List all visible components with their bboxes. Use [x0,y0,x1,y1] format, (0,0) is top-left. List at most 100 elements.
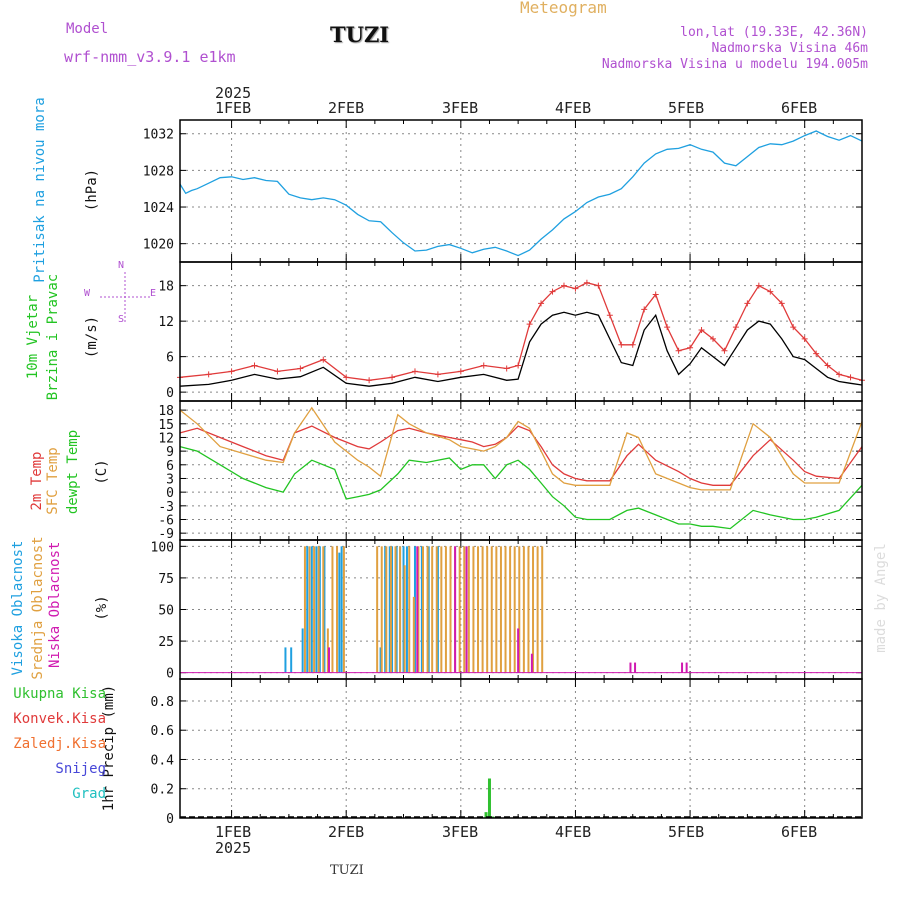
gust-marker [274,368,281,375]
y-tick-label: 0.8 [151,695,174,710]
bar [395,546,398,673]
low-cloud-ylabel: Niska Oblacnost [47,541,63,668]
gust-marker [847,374,854,381]
gust-marker [560,282,567,289]
compass-south: S [118,314,125,325]
station-elevation: Nadmorska Visina 46m [711,41,868,56]
temp-unit: (C) [94,459,110,485]
bar [326,628,329,673]
bar [449,546,452,673]
bar [405,546,408,673]
compass-north: N [118,260,125,271]
bar [435,546,438,673]
bar [391,546,394,673]
bar [495,546,498,673]
gust-marker [606,312,613,319]
y-tick-label: -9 [158,527,174,542]
panel-frame [179,261,863,402]
bar [467,546,470,673]
gust-marker [629,341,636,348]
gust-marker [675,347,682,354]
gust-marker [457,368,464,375]
bar [402,546,405,673]
series-line [179,130,863,257]
bar [685,662,688,673]
bar [336,546,339,673]
y-tick-label: 0 [166,386,174,401]
footer-station: TUZI [330,863,364,878]
gust-marker [801,335,808,342]
bar [527,546,530,673]
y-tick-label: 100 [151,540,174,555]
bar [487,778,491,818]
wind-unit: (m/s) [84,315,100,359]
gust-marker [652,291,659,298]
cloud-unit: (%) [94,595,110,621]
y-tick-label: 0.6 [151,724,174,739]
bar [416,546,419,673]
y-tick-label: 0 [166,812,174,827]
wind-ylabel: 10m Vjetar [25,294,41,380]
bar [484,812,488,818]
gust-marker [480,362,487,369]
gust-marker [709,335,716,342]
bar [499,546,502,673]
bottom-day-label: 1FEB [215,823,252,841]
gust-marker [343,374,350,381]
bar [318,546,321,673]
gust-marker [698,327,705,334]
bar [440,546,443,673]
pressure-ylabel: Pritisak na nivou mora [32,97,48,283]
y-tick-label: 50 [158,604,174,619]
gust-marker [595,282,602,289]
top-day-label: 6FEB [781,99,818,117]
mid-cloud-ylabel: Srednja Oblacnost [30,536,46,680]
pressure-unit: (hPa) [84,168,100,212]
bottom-day-label: 2FEB [328,823,365,841]
gust-marker [732,324,739,331]
bottom-day-label: 3FEB [442,823,479,841]
bar [444,546,447,673]
series-line [179,425,863,486]
gust-marker [515,362,522,369]
y-tick-label: 6 [166,351,174,366]
legend-total-rain: Ukupna Kisa [13,686,106,702]
gust-marker [434,371,441,378]
bar [340,546,343,673]
bar [408,546,411,673]
y-tick-label: 18 [158,404,174,419]
bar [290,647,293,673]
bar [541,546,544,673]
bar [634,662,637,673]
bar [379,647,382,673]
y-tick-label: 1032 [143,128,174,143]
bar [403,565,406,673]
bar [394,546,397,673]
legend-hail: Grad [72,786,106,802]
gust-marker [744,300,751,307]
gust-marker [572,285,579,292]
gust-marker [549,288,556,295]
gust-marker [755,282,762,289]
bar [328,647,331,673]
bottom-year-label: 2025 [215,839,252,857]
y-tick-label: 0 [166,486,174,501]
bottom-day-label: 4FEB [555,823,592,841]
gust-marker [205,371,212,378]
series-line [179,311,863,387]
temp-ylabel: 2m Temp [29,451,45,511]
y-tick-label: 1028 [143,164,174,179]
bar [517,628,520,673]
bar [530,653,533,673]
y-tick-label: 0.2 [151,783,174,798]
bottom-day-label: 5FEB [668,823,705,841]
series-line [179,406,863,491]
bar [463,546,466,673]
gust-marker [767,288,774,295]
bar [477,546,480,673]
bar [458,546,461,673]
top-day-label: 4FEB [555,99,592,117]
y-tick-label: -6 [158,513,174,528]
y-tick-label: 0.4 [151,753,175,768]
